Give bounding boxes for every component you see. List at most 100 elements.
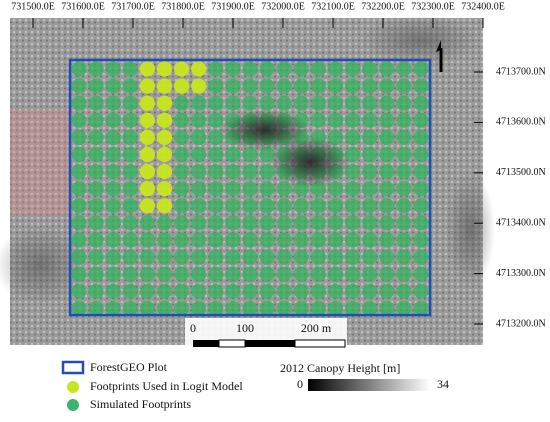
logit-footprint bbox=[139, 78, 155, 94]
simulated-footprint bbox=[276, 181, 292, 197]
legend-label: ForestGEO Plot bbox=[90, 360, 168, 374]
simulated-footprint bbox=[88, 249, 104, 265]
simulated-footprint bbox=[310, 215, 326, 231]
scale-label: 0 bbox=[190, 321, 196, 335]
northing-label: 4713200.0N bbox=[496, 318, 546, 329]
easting-label: 731800.0E bbox=[161, 1, 205, 12]
logit-footprint bbox=[156, 95, 173, 111]
simulated-footprint bbox=[105, 61, 121, 77]
simulated-footprint bbox=[242, 198, 258, 214]
simulated-footprint bbox=[242, 181, 258, 197]
scale-label: 200 m bbox=[301, 321, 332, 335]
simulated-footprint bbox=[88, 78, 104, 94]
simulated-footprint bbox=[208, 61, 224, 77]
simulated-footprint bbox=[276, 283, 292, 299]
simulated-footprint bbox=[191, 198, 207, 214]
simulated-footprint bbox=[208, 78, 224, 94]
simulated-footprint bbox=[345, 249, 361, 265]
simulated-footprint bbox=[191, 283, 207, 299]
simulated-footprint bbox=[71, 266, 87, 282]
simulated-footprint bbox=[174, 215, 190, 231]
simulated-footprint bbox=[139, 300, 155, 316]
dark-gap bbox=[220, 110, 350, 187]
simulated-footprint bbox=[225, 266, 241, 282]
simulated-footprint bbox=[379, 129, 395, 145]
simulated-footprint bbox=[225, 164, 241, 180]
easting-label: 731500.0E bbox=[11, 1, 55, 12]
simulated-footprint bbox=[327, 249, 344, 265]
simulated-footprint bbox=[396, 61, 412, 77]
simulated-footprint bbox=[259, 164, 275, 180]
simulated-footprint bbox=[139, 215, 155, 231]
simulated-footprint bbox=[174, 164, 190, 180]
simulated-footprint bbox=[379, 249, 395, 265]
simulated-footprint bbox=[242, 232, 258, 248]
simulated-footprint bbox=[242, 249, 258, 265]
simulated-footprint bbox=[327, 232, 344, 248]
simulated-footprint bbox=[345, 215, 361, 231]
scale-label: 100 bbox=[236, 321, 254, 335]
simulated-footprint bbox=[276, 78, 292, 94]
simulated-footprint bbox=[88, 300, 104, 316]
simulated-footprint bbox=[327, 283, 344, 299]
simulated-footprint bbox=[191, 146, 207, 163]
simulated-footprint bbox=[122, 300, 138, 316]
simulated-footprint bbox=[208, 112, 224, 128]
simulated-footprint bbox=[293, 198, 309, 214]
simulated-footprint bbox=[156, 232, 173, 248]
simulated-footprint bbox=[225, 95, 241, 111]
simulated-footprint bbox=[293, 300, 309, 316]
simulated-footprint bbox=[379, 181, 395, 197]
simulated-footprint bbox=[242, 266, 258, 282]
simulated-footprint bbox=[139, 249, 155, 265]
simulated-footprint bbox=[362, 198, 378, 214]
simulated-footprint bbox=[379, 78, 395, 94]
simulated-footprint bbox=[225, 232, 241, 248]
simulated-footprint bbox=[413, 300, 429, 316]
simulated-footprint bbox=[379, 146, 395, 163]
simulated-footprint bbox=[345, 61, 361, 77]
simulated-footprint bbox=[362, 129, 378, 145]
simulated-footprint bbox=[327, 215, 344, 231]
logit-footprint bbox=[139, 164, 155, 180]
simulated-footprint bbox=[105, 146, 121, 163]
easting-label: 732100.0E bbox=[311, 1, 355, 12]
logit-footprint bbox=[156, 112, 173, 128]
easting-label: 732200.0E bbox=[361, 1, 405, 12]
simulated-footprint bbox=[174, 266, 190, 282]
simulated-footprint bbox=[362, 249, 378, 265]
simulated-footprint bbox=[242, 95, 258, 111]
simulated-footprint bbox=[362, 215, 378, 231]
simulated-footprint bbox=[208, 232, 224, 248]
simulated-footprint bbox=[362, 181, 378, 197]
simulated-footprint bbox=[276, 249, 292, 265]
simulated-footprint bbox=[362, 283, 378, 299]
legend-label: Footprints Used in Logit Model bbox=[90, 379, 243, 393]
simulated-footprint bbox=[259, 61, 275, 77]
simulated-footprint bbox=[327, 198, 344, 214]
simulated-footprint bbox=[71, 198, 87, 214]
logit-footprint bbox=[139, 146, 155, 163]
simulated-footprint bbox=[105, 78, 121, 94]
simulated-footprint bbox=[174, 300, 190, 316]
simulated-footprint bbox=[259, 215, 275, 231]
simulated-footprint bbox=[225, 198, 241, 214]
simulated-footprint bbox=[191, 266, 207, 282]
simulated-footprint bbox=[362, 61, 378, 77]
simulated-footprint bbox=[191, 215, 207, 231]
simulated-footprint bbox=[225, 61, 241, 77]
simulated-footprint bbox=[71, 112, 87, 128]
simulated-footprint bbox=[208, 164, 224, 180]
simulated-footprint bbox=[242, 283, 258, 299]
simulated-footprint bbox=[276, 232, 292, 248]
simulated-footprint bbox=[345, 181, 361, 197]
simulated-footprint bbox=[345, 300, 361, 316]
simulated-footprint bbox=[156, 249, 173, 265]
simulated-footprint bbox=[396, 266, 412, 282]
simulated-footprint bbox=[413, 232, 429, 248]
simulated-footprint bbox=[174, 181, 190, 197]
logit-footprint bbox=[139, 61, 155, 77]
simulated-footprint bbox=[276, 61, 292, 77]
simulated-footprint bbox=[208, 198, 224, 214]
simulated-footprint bbox=[345, 283, 361, 299]
